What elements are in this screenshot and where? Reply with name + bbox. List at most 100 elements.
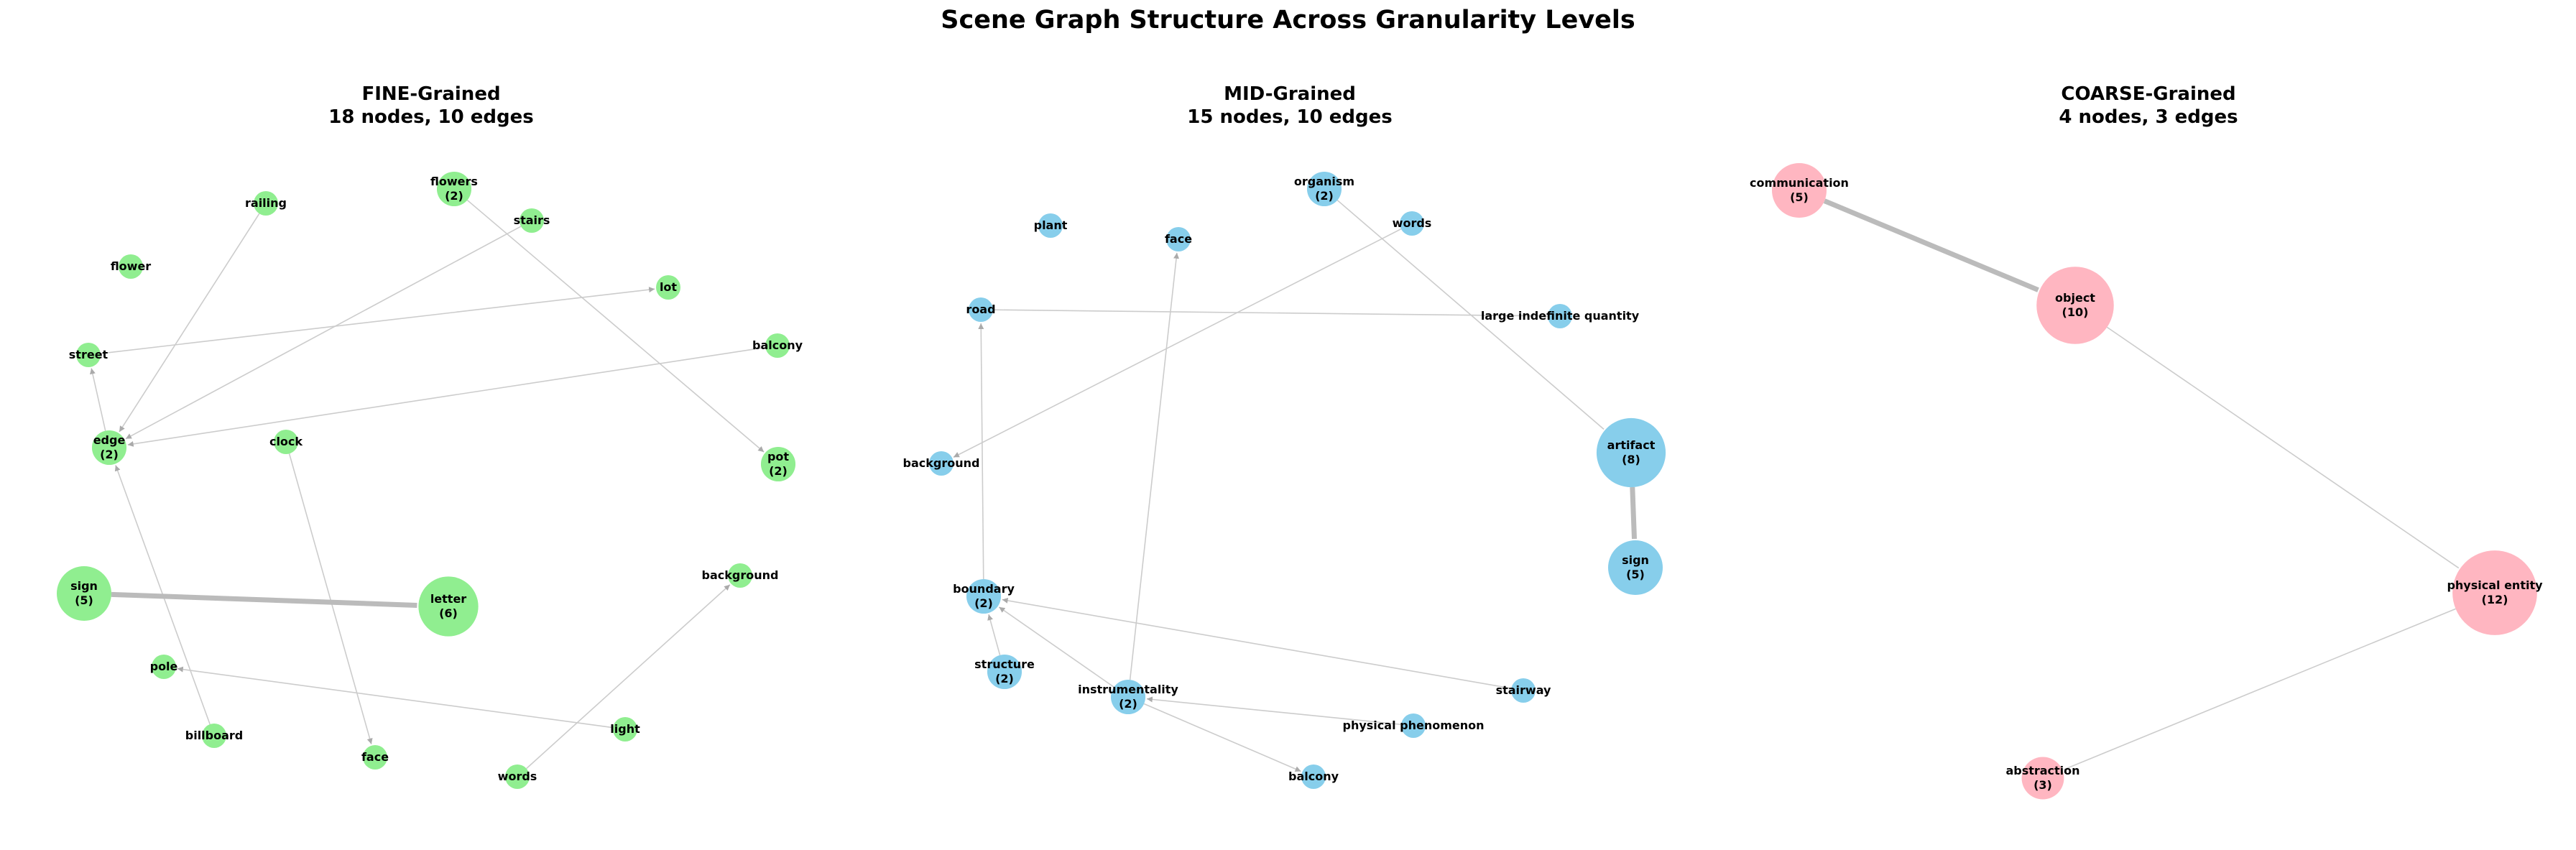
panel-fine-subtitle: 18 nodes, 10 edges: [328, 106, 534, 128]
graph-node-clock: [274, 430, 298, 454]
graph-node-instrumentality: [1110, 679, 1146, 715]
graph-node-label-flower: flower: [111, 259, 151, 273]
graph-node-balcony: [1301, 764, 1326, 789]
graph-node-words: [505, 764, 530, 789]
panel-mid-subtitle: 15 nodes, 10 edges: [1187, 106, 1393, 128]
graph-node-label-physical: physical entity (12): [2447, 578, 2543, 606]
graph-node-label-words: words: [498, 770, 537, 783]
graph-node-label-background: background: [903, 456, 980, 470]
graph-node-label-balcony: balcony: [1288, 770, 1339, 783]
graph-edge-clock-face: [288, 453, 373, 744]
graph-node-sign: [1607, 540, 1663, 596]
panel-mid-title: MID-Grained 15 nodes, 10 edges: [1074, 83, 1505, 129]
graph-edge-street-lot: [100, 287, 655, 354]
graph-node-label-face: face: [1165, 232, 1192, 246]
graph-node-pole: [152, 655, 176, 679]
graph-edge-edge-street: [90, 368, 106, 431]
panel-mid-graph: plant face organism (2) words road large indef…: [903, 171, 1666, 789]
graph-node-background: [728, 563, 752, 588]
graph-node-balcony: [765, 333, 790, 358]
graph-node-stairs: [520, 208, 544, 233]
graph-node-sign: [56, 565, 112, 622]
graph-node-stairway: [1511, 678, 1536, 703]
graph-node-letter: [418, 576, 479, 637]
graph-edge-physical-instrumentality: [1146, 696, 1402, 726]
graph-node-words: [1400, 211, 1424, 236]
graph-edge-words-background: [953, 228, 1402, 458]
graph-edge-instrumentality-boundary: [998, 606, 1114, 688]
graph-node-label-street: street: [69, 348, 109, 361]
graph-edge-physical-abstraction: [2063, 608, 2456, 770]
graph-node-label-sign: sign (5): [1622, 553, 1649, 581]
graph-node-organism: [1306, 171, 1342, 207]
graph-node-boundary: [966, 578, 1002, 614]
graph-node-face: [363, 745, 387, 770]
graph-edge-stairs-edge: [125, 226, 522, 440]
graph-node-label-edge: edge (2): [93, 433, 126, 461]
graph-node-railing: [254, 191, 278, 216]
graph-node-billboard: [202, 724, 226, 748]
graph-node-flower: [119, 254, 143, 279]
graph-node-label-letter: letter (6): [430, 592, 466, 620]
graph-node-label-object: object (10): [2055, 291, 2095, 319]
graph-node-physical: [2452, 550, 2537, 635]
graph-node-label-pole: pole: [150, 660, 178, 673]
graph-node-label-organism: organism (2): [1294, 175, 1354, 203]
graph-node-label-abstraction: abstraction (3): [2005, 764, 2079, 792]
graph-edge-light-pole: [177, 666, 614, 729]
graph-node-road: [969, 297, 993, 322]
graph-node-label-plant: plant: [1034, 218, 1068, 232]
graph-node-label-billboard: billboard: [185, 729, 244, 742]
graph-node-edge: [91, 430, 127, 466]
panel-coarse-title: COARSE-Grained 4 nodes, 3 edges: [1933, 83, 2364, 129]
graph-node-artifact: [1596, 417, 1666, 488]
panel-coarse-heading: COARSE-Grained: [2061, 83, 2236, 105]
graph-edge-stairway-boundary: [1002, 597, 1512, 689]
graph-node-label-railing: railing: [245, 196, 287, 210]
graph-node-label-background: background: [702, 568, 779, 582]
graph-node-lot: [656, 275, 680, 300]
graph-node-label-stairs: stairs: [514, 213, 550, 227]
panel-fine-title: FINE-Grained 18 nodes, 10 edges: [216, 83, 647, 129]
graph-edge-railing-edge: [119, 213, 260, 433]
graph-node-physical: [1401, 713, 1426, 738]
graph-node-label-sign: sign (5): [70, 579, 98, 607]
graph-node-flowers: [436, 171, 472, 207]
panel-fine-graph: railing flowers (2) stairs flower lot street ba…: [56, 171, 803, 789]
panel-coarse-subtitle: 4 nodes, 3 edges: [2059, 106, 2238, 128]
graph-node-face: [1166, 227, 1191, 251]
panel-fine-heading: FINE-Grained: [361, 83, 501, 105]
graph-edge-object-physical: [2106, 326, 2460, 569]
graph-node-label-clock: clock: [269, 435, 303, 448]
graph-node-light: [613, 717, 637, 742]
graph-edge-organism-artifact: [1337, 200, 1605, 430]
graph-edge-instrumentality-face: [1129, 252, 1180, 680]
graph-node-communication: [1771, 162, 1827, 218]
graph-node-label-words: words: [1393, 216, 1432, 230]
graph-node-label-face: face: [361, 750, 389, 764]
graph-node-label-large: large indefinite quantity: [1481, 309, 1640, 323]
panel-coarse-graph: communication (5) object (10) physical entit…: [1750, 162, 2543, 800]
panel-mid-heading: MID-Grained: [1224, 83, 1356, 105]
graph-node-label-balcony: balcony: [752, 338, 803, 352]
figure-title: Scene Graph Structure Across Granularity…: [941, 6, 1635, 34]
graph-node-label-artifact: artifact (8): [1607, 438, 1656, 466]
graph-edge-sign-letter: [111, 591, 417, 608]
graph-node-label-physical: physical phenomenon: [1343, 719, 1485, 732]
graph-edge-artifact-sign: [1630, 486, 1637, 540]
graph-node-label-road: road: [966, 302, 995, 316]
graph-edge-words-background: [526, 584, 731, 770]
graph-node-label-communication: communication (5): [1750, 176, 1849, 204]
graph-node-label-flowers: flowers (2): [430, 175, 478, 203]
graph-node-label-light: light: [610, 722, 640, 736]
graph-node-street: [76, 343, 101, 367]
graph-node-label-structure: structure (2): [974, 657, 1035, 685]
graph-node-structure: [987, 654, 1022, 690]
graph-node-large: [1548, 304, 1572, 328]
graph-node-object: [2036, 267, 2114, 344]
graph-node-label-pot: pot (2): [767, 450, 789, 478]
graph-edge-structure-boundary: [987, 614, 1001, 656]
graph-node-abstraction: [2021, 757, 2064, 800]
